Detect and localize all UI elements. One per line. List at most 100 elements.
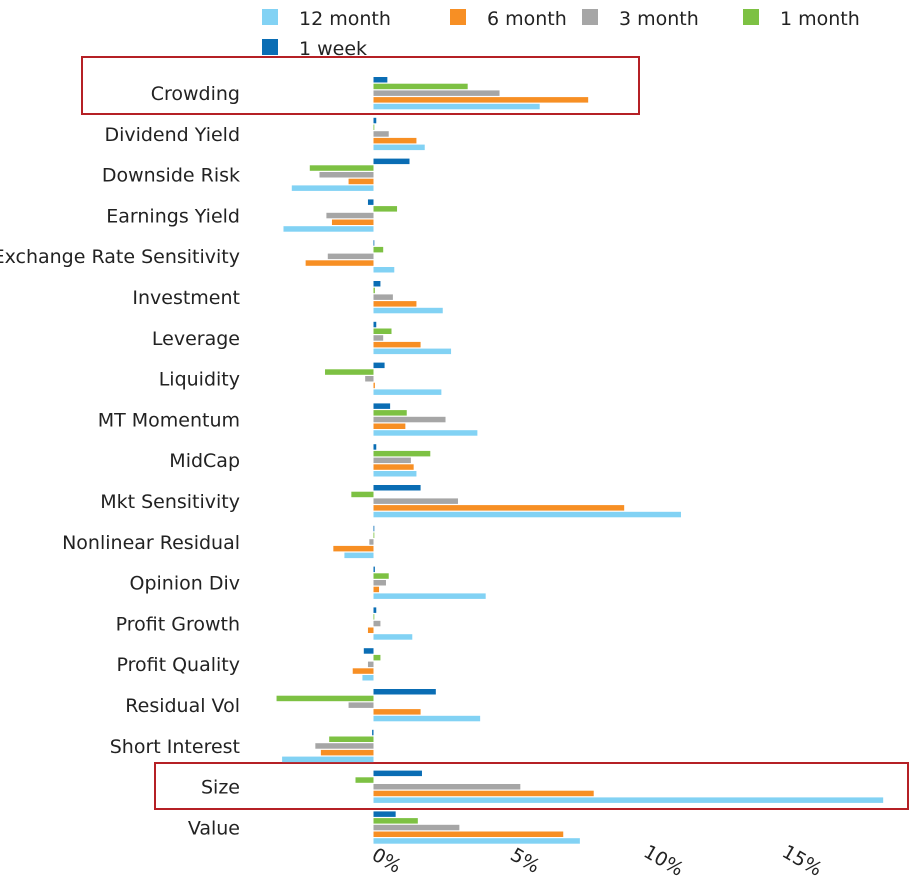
x-axis: 0% 5% 10% 15% [368, 841, 826, 881]
category-label-opinion-div: Opinion Div [130, 573, 240, 595]
legend-swatch-6-month [450, 9, 466, 25]
bar-earnings-yield-12-month [283, 226, 374, 232]
x-tick-label-0: 0% [368, 844, 405, 878]
bar-investment-12-month [373, 307, 443, 314]
bar-value-3-month [373, 824, 460, 831]
bar-value-6-month [373, 831, 564, 837]
bar-liquidity-6-month [373, 382, 375, 389]
bar-dividend-yield-1-week [373, 117, 377, 124]
category-label-residual-vol: Residual Vol [125, 695, 240, 717]
bar-profit-quality-6-month [352, 668, 374, 674]
bar-profit-quality-12-month [362, 675, 374, 681]
category-label-size: Size [201, 777, 240, 799]
bar-liquidity-1-month [325, 369, 374, 375]
bar-liquidity-3-month [365, 376, 374, 382]
legend-swatch-1-month [743, 9, 759, 25]
bar-midcap-1-week [373, 444, 377, 450]
bar-mt-momentum-12-month [373, 430, 478, 436]
legend-label-1-month: 1 month [780, 8, 860, 30]
bar-leverage-12-month [373, 348, 452, 355]
category-label-mkt-sensitivity: Mkt Sensitivity [100, 491, 240, 513]
category-label-dividend-yield: Dividend Yield [104, 124, 240, 146]
bar-downside-risk-3-month [319, 172, 374, 178]
bar-midcap-6-month [373, 464, 414, 470]
bar-nonlinear-residual-6-month [333, 545, 374, 552]
bar-exchange-rate-sensitivity-3-month [327, 253, 374, 260]
bar-short-interest-1-week [372, 729, 374, 736]
bar-nonlinear-residual-1-month [373, 532, 375, 538]
legend-swatch-12-month [262, 9, 278, 25]
bar-downside-risk-12-month [291, 185, 374, 191]
bar-liquidity-12-month [373, 389, 442, 395]
bar-short-interest-12-month [282, 756, 374, 763]
x-tick-label-10: 10% [640, 841, 688, 881]
bar-residual-vol-6-month [373, 709, 421, 715]
bar-exchange-rate-sensitivity-12-month [373, 267, 395, 273]
category-label-profit-growth: Profit Growth [116, 613, 240, 635]
highlight-box-crowding [81, 56, 640, 115]
x-tick-label-15: 15% [778, 841, 826, 881]
bar-downside-risk-1-week [373, 158, 410, 165]
bar-residual-vol-1-month [276, 695, 374, 702]
bar-midcap-1-month [373, 450, 431, 457]
bar-earnings-yield-1-month [373, 206, 398, 212]
bar-opinion-div-12-month [373, 593, 486, 599]
bar-dividend-yield-12-month [373, 144, 425, 151]
bar-leverage-3-month [373, 335, 384, 341]
legend-label-3-month: 3 month [619, 8, 699, 30]
bar-opinion-div-6-month [373, 586, 380, 593]
bar-mt-momentum-3-month [373, 416, 446, 423]
bar-size-3-month [373, 784, 521, 790]
bar-size-6-month [373, 790, 594, 797]
bar-short-interest-1-month [329, 736, 374, 742]
bar-midcap-12-month [373, 471, 417, 477]
bar-investment-6-month [373, 301, 417, 307]
legend-swatch-1-week [262, 39, 278, 55]
bar-leverage-1-month [373, 328, 392, 334]
bar-downside-risk-6-month [348, 178, 374, 185]
bar-midcap-3-month [373, 457, 411, 464]
bar-mkt-sensitivity-1-week [373, 485, 421, 491]
bar-size-12-month [373, 797, 884, 803]
bar-nonlinear-residual-3-month [369, 539, 374, 545]
bar-mkt-sensitivity-6-month [373, 505, 625, 511]
bar-crowding-12-month [373, 103, 540, 110]
bar-profit-growth-3-month [373, 620, 381, 627]
bar-crowding-1-week [373, 77, 388, 83]
bar-opinion-div-1-month [373, 573, 389, 579]
legend-label-6-month: 6 month [487, 8, 567, 30]
category-label-liquidity: Liquidity [159, 369, 240, 391]
bar-mt-momentum-6-month [373, 423, 406, 429]
bar-earnings-yield-1-week [367, 199, 374, 205]
bar-profit-quality-3-month [367, 661, 374, 668]
bar-short-interest-6-month [320, 749, 374, 756]
bar-crowding-3-month [373, 90, 500, 96]
bar-investment-1-month [373, 287, 375, 294]
bar-short-interest-3-month [315, 743, 374, 749]
bar-exchange-rate-sensitivity-1-week [373, 240, 375, 246]
bar-leverage-6-month [373, 341, 421, 348]
bar-nonlinear-residual-1-week [373, 525, 375, 532]
bar-mkt-sensitivity-12-month [373, 511, 681, 518]
bar-profit-growth-1-month [373, 614, 375, 620]
x-tick-label-5: 5% [506, 844, 543, 878]
bar-exchange-rate-sensitivity-6-month [305, 260, 374, 266]
bar-nonlinear-residual-12-month [344, 552, 374, 559]
highlight-boxes [81, 56, 909, 810]
category-label-leverage: Leverage [152, 328, 240, 350]
bar-opinion-div-1-week [373, 566, 375, 573]
category-label-investment: Investment [132, 287, 240, 309]
bar-residual-vol-1-week [373, 689, 436, 695]
bar-size-1-month [355, 777, 374, 783]
bar-value-1-month [373, 818, 418, 824]
bar-profit-growth-12-month [373, 634, 413, 640]
bar-crowding-1-month [373, 83, 468, 90]
bar-earnings-yield-3-month [326, 212, 374, 219]
legend: 12 month 6 month 3 month 1 month 1 week [262, 8, 860, 60]
category-label-value: Value [188, 817, 240, 839]
bars [276, 77, 884, 844]
category-labels: Crowding Dividend Yield Downside Risk Earni… [0, 83, 240, 839]
bar-profit-growth-1-week [373, 607, 377, 613]
bar-profit-growth-6-month [367, 627, 374, 633]
bar-opinion-div-3-month [373, 580, 386, 586]
